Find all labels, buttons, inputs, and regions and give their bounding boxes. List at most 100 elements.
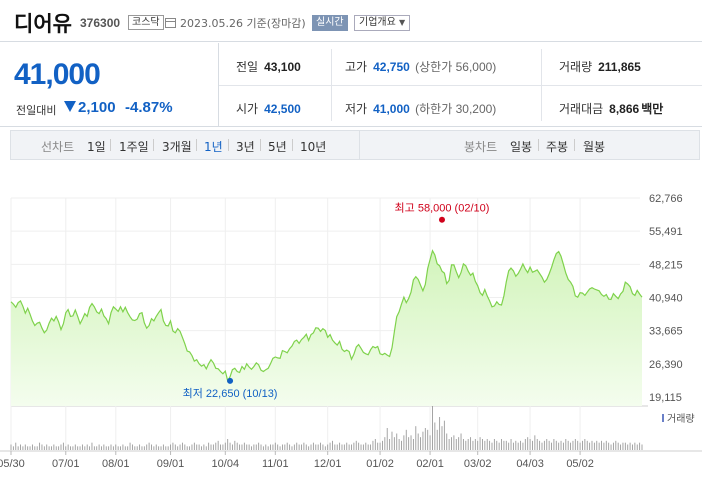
- stat-label: 거래량: [559, 60, 593, 74]
- calendar-icon: [165, 18, 176, 28]
- price-summary: 41,000 전일대비 2,100 -4.87% 전일 43,100 고가 42,7…: [0, 43, 702, 127]
- volume-bar: [374, 439, 376, 450]
- tab-daily[interactable]: 일봉: [510, 140, 533, 154]
- tab-1d[interactable]: 1일: [87, 140, 106, 154]
- volume-bar: [436, 429, 438, 450]
- volume-bar: [24, 444, 26, 450]
- tab-separator: [538, 139, 539, 151]
- volume-bar: [229, 442, 231, 450]
- volume-bar: [146, 444, 148, 450]
- tab-5y[interactable]: 5년: [268, 140, 287, 154]
- volume-bar: [158, 446, 160, 450]
- volume-bar: [201, 446, 202, 450]
- tab-3y[interactable]: 3년: [236, 140, 255, 154]
- x-tick-label: 12/01: [314, 458, 342, 470]
- volume-bar: [65, 446, 67, 450]
- stat-value: 8,866: [609, 102, 640, 116]
- tab-monthly[interactable]: 월봉: [583, 140, 606, 154]
- down-arrow-icon: [64, 101, 76, 112]
- volume-bar: [558, 442, 560, 450]
- company-overview-dropdown[interactable]: 기업개요 ▼: [354, 15, 411, 31]
- stat-unit: 백만: [641, 102, 664, 116]
- volume-bar: [596, 440, 598, 450]
- volume-bar: [134, 446, 136, 450]
- x-tick-label: 03/02: [464, 458, 492, 470]
- y-tick-label: 26,390: [649, 359, 683, 371]
- volume-bar: [103, 444, 105, 450]
- volume-bar: [60, 444, 62, 450]
- low-marker: [227, 377, 234, 384]
- volume-bar: [322, 444, 324, 450]
- stat-volume: 거래량 211,865: [559, 58, 641, 75]
- change-percent: -4.87%: [125, 99, 173, 116]
- realtime-button[interactable]: 실시간: [312, 15, 348, 31]
- volume-bar: [351, 444, 352, 450]
- y-tick-label: 62,766: [649, 193, 683, 205]
- volume-bar: [267, 446, 269, 450]
- volume-bar: [498, 442, 500, 450]
- volume-bar: [181, 442, 183, 450]
- chart-tabs: 선차트 1일 1주일 3개월 1년 3년 5년 10년 봉차트 일봉 주봉 월봉: [10, 130, 700, 160]
- volume-bar: [620, 444, 622, 450]
- volume-bar: [198, 444, 200, 450]
- volume-bar: [422, 431, 424, 450]
- volume-bar: [336, 444, 338, 450]
- volume-bar: [515, 440, 517, 450]
- stock-name: 디어유: [14, 12, 72, 36]
- volume-bar: [446, 433, 448, 450]
- volume-bar: [220, 444, 221, 450]
- x-tick-label: 10/04: [212, 458, 240, 470]
- volume-bar: [434, 422, 436, 450]
- volume-bar: [286, 442, 288, 450]
- volume-bar: [639, 442, 641, 450]
- upper-limit: (상한가 56,000): [415, 60, 497, 74]
- volume-bar: [405, 429, 407, 450]
- volume-bar: [617, 442, 619, 450]
- volume-bar: [329, 442, 331, 450]
- tab-3m[interactable]: 3개월: [162, 140, 192, 154]
- volume-bar: [234, 440, 236, 450]
- volume-bar: [203, 444, 205, 450]
- volume-bar: [98, 444, 100, 450]
- date-info: 2023.05.26 기준(장마감): [165, 15, 306, 31]
- volume-bar: [298, 444, 300, 450]
- current-price: 41,000: [14, 58, 101, 91]
- volume-bar: [377, 442, 379, 450]
- volume-bar: [46, 444, 48, 450]
- volume-bar: [58, 446, 60, 450]
- volume-bar: [246, 444, 248, 450]
- volume-bar: [77, 446, 79, 450]
- tab-10y[interactable]: 10년: [300, 140, 327, 154]
- volume-bar: [512, 442, 514, 450]
- volume-bar: [291, 446, 293, 450]
- volume-bar: [489, 440, 491, 450]
- volume-bar: [305, 444, 307, 450]
- volume-bar: [96, 446, 98, 450]
- stat-trade-value: 거래대금 8,866 백만: [559, 100, 663, 117]
- volume-bar: [10, 444, 12, 450]
- volume-bar: [584, 439, 586, 450]
- tab-1w[interactable]: 1주일: [119, 140, 149, 154]
- volume-bar: [258, 442, 260, 450]
- volume-bar: [353, 442, 355, 450]
- volume-bar: [570, 442, 572, 450]
- volume-bar: [503, 440, 505, 450]
- volume-bar: [546, 439, 548, 450]
- tab-1y[interactable]: 1년: [204, 140, 223, 154]
- volume-bar: [553, 439, 555, 450]
- volume-bar: [612, 442, 614, 450]
- volume-bar: [393, 437, 395, 450]
- price-area: [10, 249, 643, 406]
- volume-bar: [22, 446, 24, 450]
- volume-bar: [312, 442, 314, 450]
- volume-bar: [105, 446, 107, 450]
- volume-bar: [67, 444, 69, 450]
- tab-weekly[interactable]: 주봉: [546, 140, 569, 154]
- stat-low: 저가 41,000 (하한가 30,200): [345, 100, 496, 117]
- stat-value: 42,500: [264, 102, 301, 116]
- volume-bar: [122, 444, 124, 450]
- tab-separator: [228, 139, 229, 151]
- volume-bar: [517, 442, 519, 450]
- stat-high: 고가 42,750 (상한가 56,000): [345, 58, 496, 75]
- volume-bar: [212, 444, 214, 450]
